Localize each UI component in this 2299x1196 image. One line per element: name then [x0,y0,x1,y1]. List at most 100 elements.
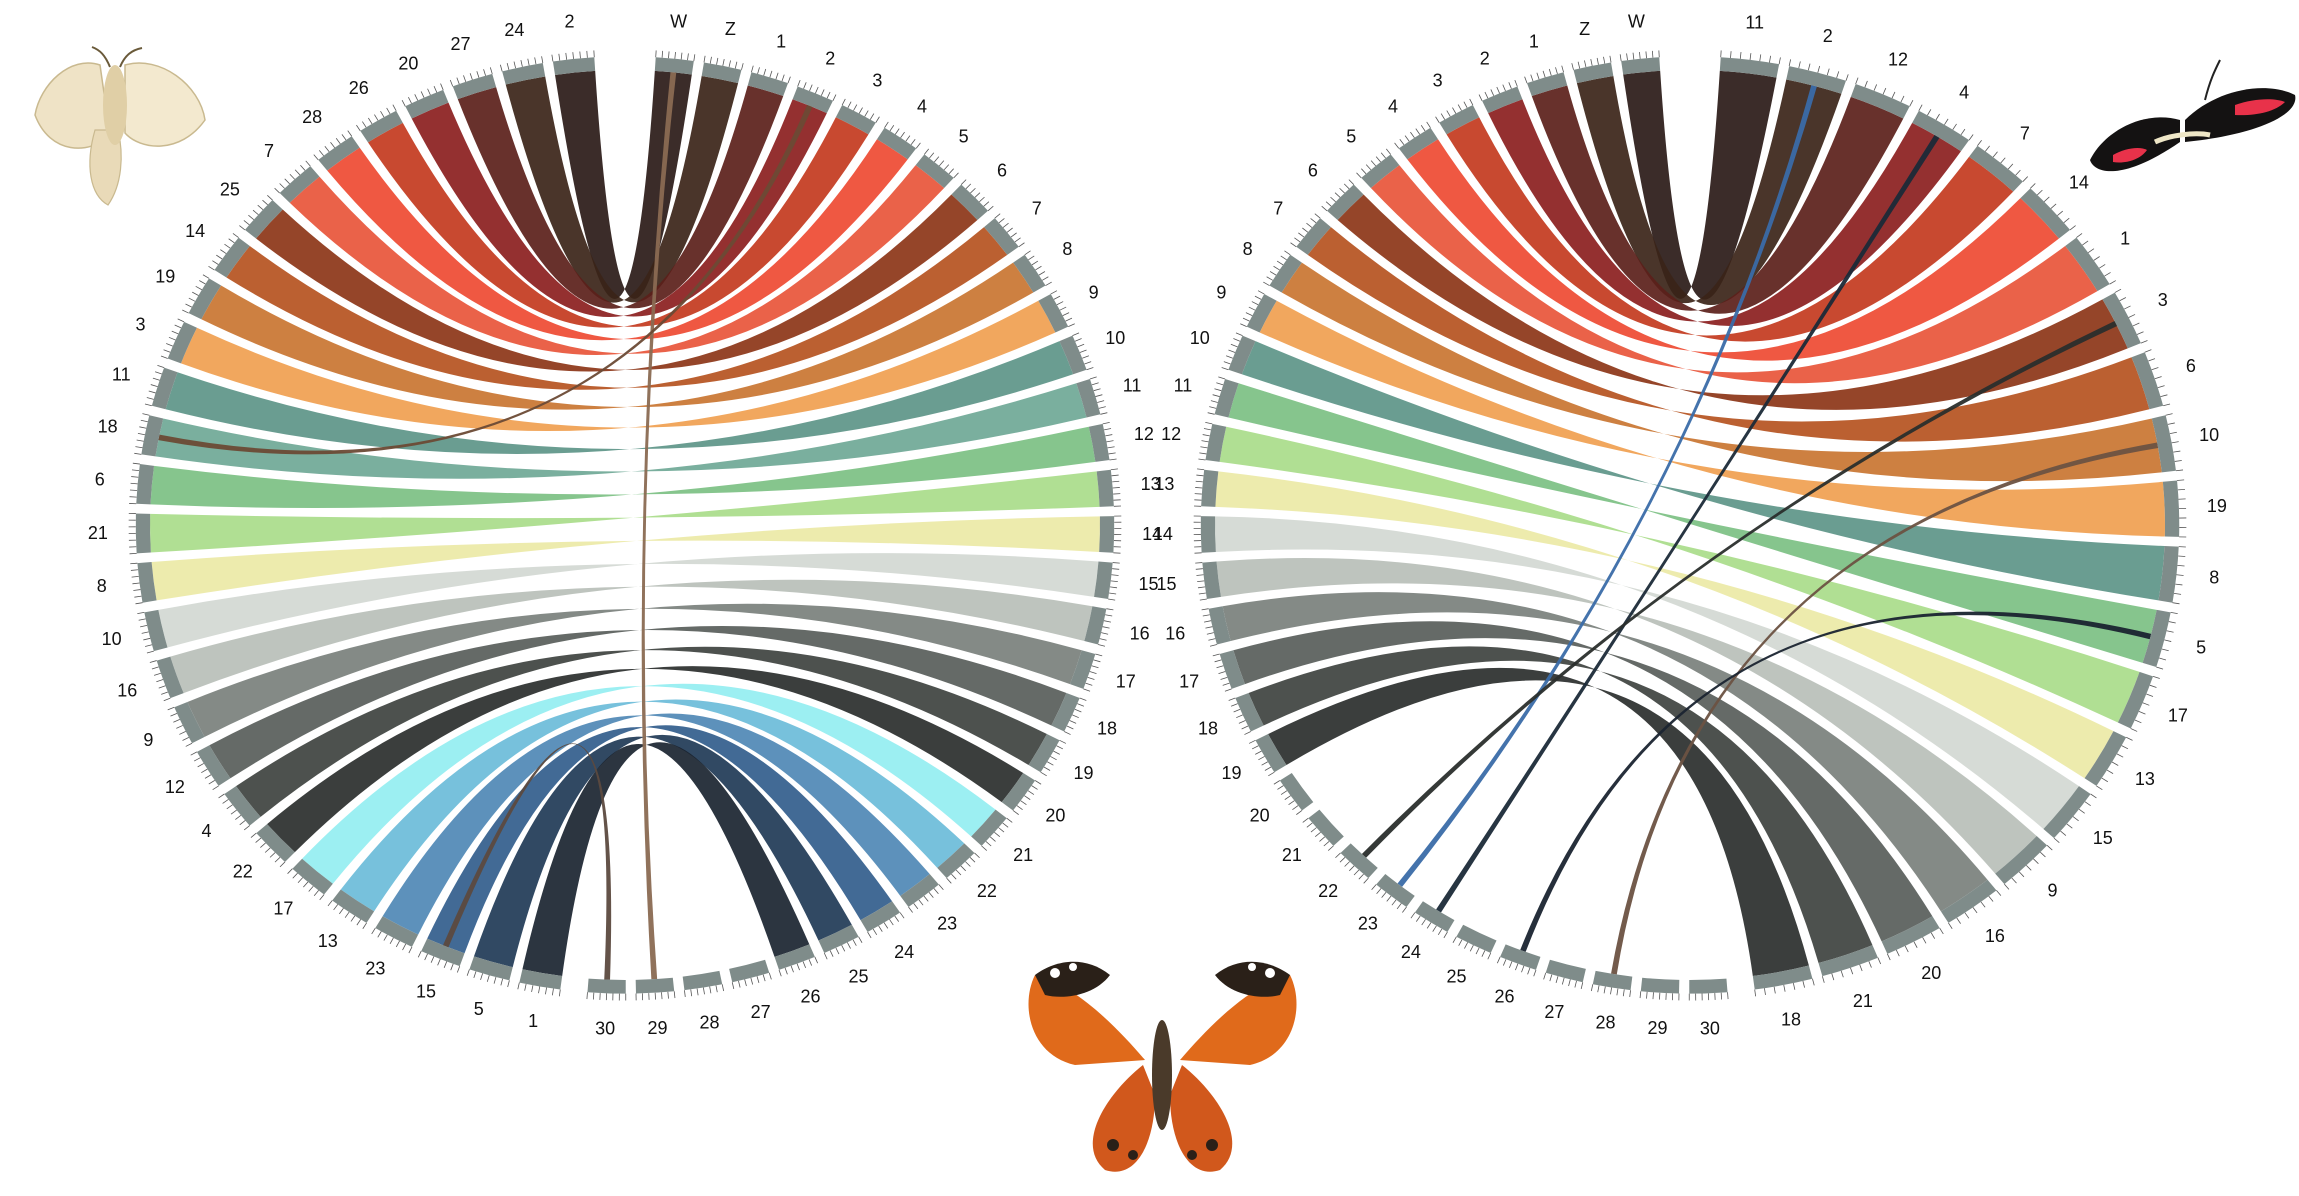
left-top-tick [989,836,996,842]
left-top-tick [832,94,837,101]
right-other-tick [2169,431,2177,435]
right-top-tick [1199,452,1207,455]
right-ribbon-17-20 [1233,621,1933,942]
left-other-tick [188,297,196,302]
left-top-tick [872,928,878,936]
right-other-tick [2177,488,2186,491]
right-top-ideogram-15 [1202,561,1221,600]
right-other-ideogram-21 [1818,945,1878,977]
right-top-tick [1314,831,1321,838]
left-top-tick [905,135,911,142]
left-other-tick [486,975,490,982]
right-top-tick [1348,179,1355,185]
right-top-tick [1502,959,1507,966]
right-top-tick [1224,688,1232,692]
right-top-tick [1230,703,1238,707]
left-other-tick [287,868,293,874]
right-other-tick [1798,61,1801,69]
left-top-label-13: 13 [1141,474,1161,494]
right-top-ideogram-23 [1376,874,1415,907]
right-top-label-12: 12 [1161,424,1181,444]
left-top-tick [1031,260,1039,266]
left-top-tick [784,967,788,975]
right-top-label-20: 20 [1250,805,1270,825]
right-other-tick [2099,264,2106,269]
right-other-tick [2166,630,2174,633]
left-top-tick [965,861,971,867]
right-other-tick [2063,217,2070,223]
left-other-label-13: 13 [318,931,338,951]
left-top-tick [1059,739,1067,744]
right-other-ideogram-9 [1995,836,2048,885]
left-top-tick [1112,562,1120,564]
left-other-tick [294,169,301,176]
left-other-label-3: 3 [136,314,146,334]
right-top-label-28: 28 [1596,1012,1616,1032]
right-top-tick [1508,82,1512,89]
left-other-tick [135,446,143,449]
right-top-ideogram-W [1621,57,1661,75]
left-other-tick [520,60,523,67]
left-top-ideogram-12 [1088,423,1110,462]
right-top-tick [1487,952,1492,960]
right-other-label-17: 17 [2168,705,2188,725]
right-top-tick [1264,766,1272,771]
left-top-tick [1034,780,1042,785]
left-other-tick [220,249,227,254]
left-other-tick [356,124,361,132]
left-other-tick [192,291,199,296]
right-other-tick [2069,225,2076,231]
left-other-tick [341,134,347,141]
left-other-label-27: 27 [450,34,470,54]
left-other-tick [386,107,391,115]
left-top-ideogram-30 [587,978,626,994]
left-top-label-18: 18 [1097,718,1117,738]
right-top-tick [1502,84,1506,92]
right-top-tick [1294,237,1301,243]
right-top-tick [1356,172,1362,179]
right-top-tick [1198,592,1206,595]
left-top-tick [923,895,929,902]
right-other-tick [2126,736,2133,741]
right-other-tick [2173,593,2182,595]
left-top-tick [1069,720,1077,724]
left-other-tick [377,931,382,938]
left-other-tick [140,624,148,628]
left-top-tick [829,950,834,957]
left-top-tick [1106,608,1114,611]
right-other-tick [2043,196,2050,202]
right-top-tick [1218,671,1226,675]
right-top-label-3: 3 [1433,70,1443,90]
left-top-tick [1006,227,1013,233]
right-top-tick [1223,361,1231,365]
left-other-tick [174,324,182,329]
left-top-ideogram-3 [835,105,876,135]
right-other-tick [1900,95,1905,103]
left-top-tick [960,179,967,185]
left-other-tick [437,958,441,966]
right-top-label-1: 1 [1529,31,1539,51]
left-other-tick [371,927,376,935]
right-top-tick [1616,988,1619,996]
right-other-tick [2018,871,2025,878]
left-other-tick [218,793,225,799]
left-other-tick [216,254,223,260]
left-other-tick [149,660,157,663]
left-other-tick [289,173,295,180]
left-other-tick [327,900,333,907]
left-other-tick [374,114,379,121]
right-other-tick [2046,845,2053,851]
left-other-tick [300,165,306,171]
left-top-ideogram-24 [860,901,901,932]
right-other-label-6: 6 [2186,356,2196,376]
left-top-tick [684,990,686,998]
right-top-tick [1203,428,1212,431]
left-other-tick [274,187,280,194]
left-top-label-10: 10 [1105,328,1125,348]
right-top-ideogram-26 [1500,944,1541,970]
left-other-tick [356,919,362,926]
left-top-tick [858,107,863,114]
right-other-tick [1868,961,1872,968]
left-top-label-3: 3 [872,70,882,90]
left-other-tick [476,71,480,78]
